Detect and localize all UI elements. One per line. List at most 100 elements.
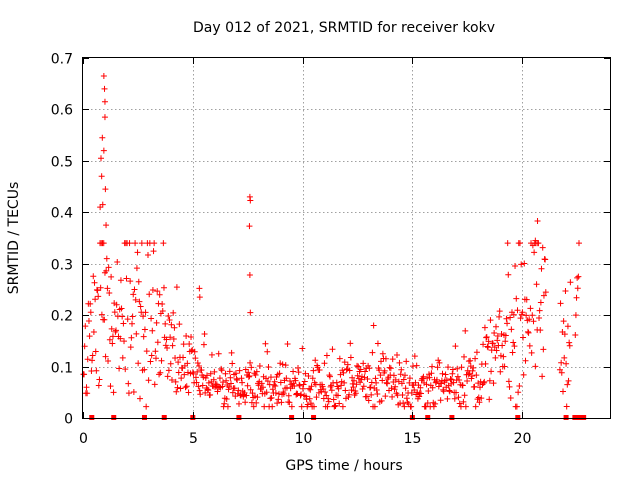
data-point xyxy=(229,360,236,367)
data-point xyxy=(507,314,514,321)
data-point xyxy=(437,397,444,404)
data-point xyxy=(306,395,313,402)
data-point xyxy=(118,305,125,312)
data-point xyxy=(526,316,533,323)
data-point xyxy=(110,389,117,396)
data-point xyxy=(304,401,311,408)
data-point xyxy=(143,348,150,355)
data-point xyxy=(417,384,424,391)
data-point xyxy=(382,355,389,362)
data-point xyxy=(127,278,134,285)
data-point xyxy=(101,316,108,323)
data-point xyxy=(235,400,242,407)
data-point xyxy=(520,371,527,378)
data-point xyxy=(369,349,376,356)
zero-marker xyxy=(563,415,569,420)
x-axis-label: GPS time / hours xyxy=(285,458,402,474)
data-point xyxy=(106,336,113,343)
data-point xyxy=(117,335,124,342)
data-point xyxy=(231,385,238,392)
data-point xyxy=(296,382,303,389)
data-point xyxy=(490,380,497,387)
data-point xyxy=(367,384,374,391)
data-point xyxy=(324,403,331,410)
data-point xyxy=(354,362,361,369)
data-point xyxy=(350,377,357,384)
data-point xyxy=(235,387,242,394)
data-point xyxy=(165,367,172,374)
data-point xyxy=(572,312,579,319)
data-point xyxy=(516,383,523,390)
axis-ticks xyxy=(83,58,610,419)
data-point xyxy=(460,398,467,405)
data-point xyxy=(337,371,344,378)
data-point xyxy=(384,380,391,387)
data-point xyxy=(476,399,483,406)
outlier-point xyxy=(532,237,539,244)
zero-marker xyxy=(576,415,582,420)
data-point xyxy=(166,317,173,324)
data-point xyxy=(136,298,143,305)
data-point xyxy=(336,355,343,362)
zero-marker xyxy=(311,415,317,420)
data-point xyxy=(346,367,353,374)
data-point xyxy=(322,389,329,396)
data-point xyxy=(142,309,149,316)
data-point xyxy=(370,322,377,329)
data-point xyxy=(91,279,98,286)
data-point xyxy=(271,378,278,385)
data-point xyxy=(493,347,500,354)
data-point xyxy=(352,390,359,397)
data-point xyxy=(400,376,407,383)
data-point xyxy=(496,308,503,315)
data-point xyxy=(446,388,453,395)
data-point xyxy=(432,400,439,407)
data-point xyxy=(395,378,402,385)
data-point xyxy=(111,309,118,316)
y-axis-label: SRMTID / TECUs xyxy=(6,182,22,295)
data-point xyxy=(492,354,499,361)
data-point xyxy=(323,352,330,359)
y-tick-label: 0.7 xyxy=(51,52,73,68)
data-point xyxy=(321,360,328,367)
outlier-point xyxy=(534,218,541,225)
data-point xyxy=(154,288,161,295)
outlier-point xyxy=(196,294,203,301)
data-point xyxy=(377,372,384,379)
data-point xyxy=(502,338,509,345)
data-point xyxy=(84,356,91,363)
outlier-point xyxy=(247,309,254,316)
data-point xyxy=(484,343,491,350)
data-point xyxy=(113,301,120,308)
data-point xyxy=(508,326,515,333)
data-point xyxy=(84,390,91,397)
data-point xyxy=(390,372,397,379)
data-point xyxy=(364,376,371,383)
data-point xyxy=(438,380,445,387)
data-point xyxy=(82,323,89,330)
data-point xyxy=(527,305,534,312)
data-point xyxy=(123,275,130,282)
data-point xyxy=(481,378,488,385)
data-point xyxy=(374,340,381,347)
data-point xyxy=(130,388,137,395)
data-point xyxy=(152,355,159,362)
zero-marker xyxy=(289,415,295,420)
data-point xyxy=(486,396,493,403)
data-point xyxy=(134,249,141,256)
data-point xyxy=(309,375,316,382)
data-point xyxy=(87,309,94,316)
y-tick-label: 0 xyxy=(64,412,73,428)
data-point xyxy=(486,377,493,384)
data-point xyxy=(494,337,501,344)
data-point xyxy=(565,377,572,384)
data-point xyxy=(90,273,97,280)
data-point xyxy=(334,392,341,399)
data-point xyxy=(278,399,285,406)
data-point xyxy=(135,278,142,285)
x-tick-labels: 0 5 10 15 20 xyxy=(79,431,531,447)
data-point xyxy=(175,359,182,366)
data-point xyxy=(252,371,259,378)
data-point xyxy=(246,372,253,379)
